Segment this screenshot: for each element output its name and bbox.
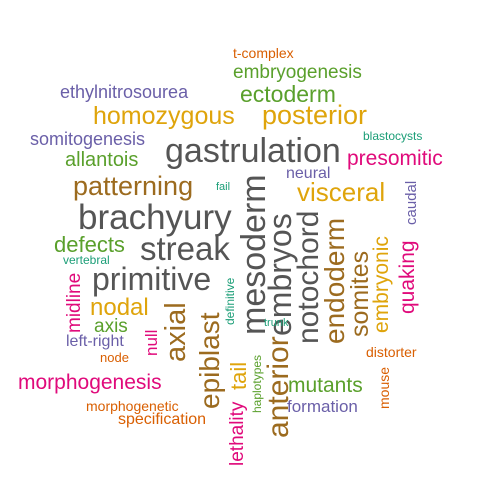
word-endoderm: endoderm <box>319 217 350 344</box>
word-nodal: nodal <box>90 294 149 321</box>
word-somitogenesis: somitogenesis <box>30 129 146 149</box>
word-embryogenesis: embryogenesis <box>233 62 362 83</box>
word-trunk: trunk <box>264 317 289 329</box>
word-posterior: posterior <box>262 100 368 130</box>
word-left-right: left-right <box>66 333 124 350</box>
word-vertebral: vertebral <box>63 253 110 267</box>
word-node: node <box>100 350 129 365</box>
word-gastrulation: gastrulation <box>165 132 341 170</box>
word-mutants: mutants <box>288 374 363 397</box>
word-patterning: patterning <box>73 171 194 201</box>
word-formation: formation <box>287 397 358 416</box>
word-presomitic: presomitic <box>347 147 443 170</box>
word-anterior: anterior <box>262 336 295 438</box>
word-definitive: definitive <box>223 277 237 325</box>
word-embryonic: embryonic <box>370 236 393 333</box>
word-null: null <box>142 329 161 356</box>
word-axial: axial <box>160 302 192 362</box>
word-defects: defects <box>54 232 125 257</box>
word-specification: specification <box>118 411 207 428</box>
word-midline: midline <box>64 272 85 333</box>
word-ethylnitrosourea: ethylnitrosourea <box>60 82 189 102</box>
word-tail: tail <box>226 361 251 390</box>
word-axis: axis <box>94 316 128 337</box>
word-streak: streak <box>140 230 230 267</box>
word-epiblast: epiblast <box>194 312 225 409</box>
word-caudal: caudal <box>403 180 420 225</box>
word-brachyury: brachyury <box>78 198 232 237</box>
word-primitive: primitive <box>92 261 212 297</box>
word-t-complex: t-complex <box>233 45 294 61</box>
word-distorter: distorter <box>366 344 417 360</box>
word-mouse: mouse <box>376 366 392 409</box>
word-homozygous: homozygous <box>93 102 235 130</box>
word-fail: fail <box>216 181 231 193</box>
word-visceral: visceral <box>297 177 386 207</box>
word-ectoderm: ectoderm <box>240 81 336 107</box>
word-blastocysts: blastocysts <box>363 129 423 143</box>
word-quaking: quaking <box>396 240 419 314</box>
word-neural: neural <box>286 165 331 182</box>
word-morphogenetic: morphogenetic <box>86 398 179 414</box>
word-allantois: allantois <box>65 149 139 171</box>
word-haplotypes: haplotypes <box>250 354 264 413</box>
word-lethality: lethality <box>227 401 248 466</box>
word-morphogenesis: morphogenesis <box>18 371 162 394</box>
